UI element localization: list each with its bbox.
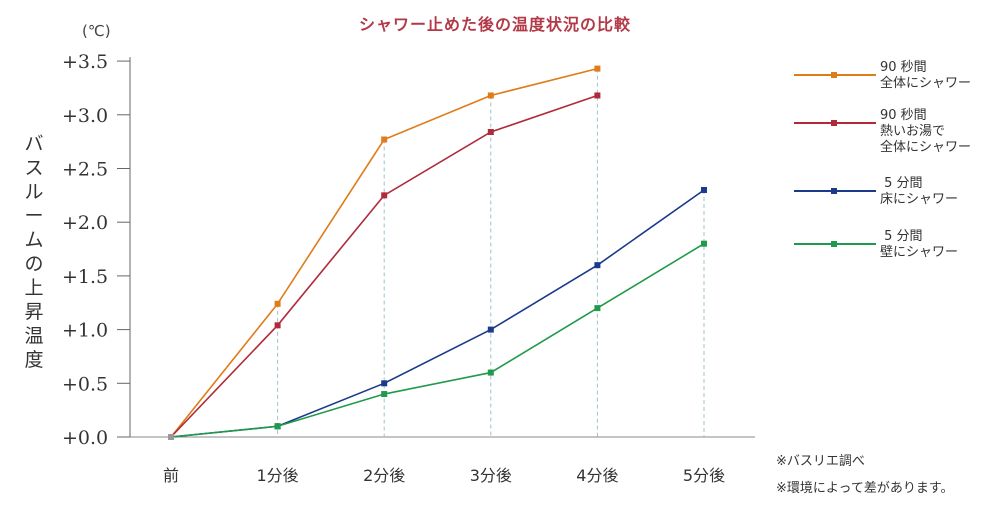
source-note: ※バスリエ調べ xyxy=(776,454,865,469)
y-tick-label: +3.5 xyxy=(62,51,108,73)
series-3-point xyxy=(487,326,494,333)
series-3-point xyxy=(381,380,388,387)
series-1-point xyxy=(381,136,388,143)
series-4-point xyxy=(594,305,601,312)
series-4-point xyxy=(274,423,281,430)
series-3-point xyxy=(594,262,601,269)
x-tick-label: 前 xyxy=(163,466,179,485)
y-tick-label: +1.5 xyxy=(62,266,108,288)
series-4-point xyxy=(381,391,388,398)
series-2-point xyxy=(381,192,388,199)
x-tick-label: 3分後 xyxy=(470,466,512,485)
y-tick-label: +0.0 xyxy=(62,427,108,449)
legend-label: 5 分間 壁にシャワー xyxy=(880,229,959,260)
series-4-point xyxy=(168,434,174,440)
legend-label: 5 分間 床にシャワー xyxy=(880,176,959,207)
series-1-point xyxy=(274,300,281,307)
legend-swatch-marker xyxy=(831,72,837,78)
x-tick-label: 2分後 xyxy=(363,466,405,485)
series-2-point xyxy=(487,128,494,135)
series-3-point xyxy=(701,186,707,193)
legend-swatch-marker xyxy=(831,120,837,126)
series-4-point xyxy=(701,240,707,247)
x-tick-label: 5分後 xyxy=(683,466,725,485)
series-1-point xyxy=(594,65,601,72)
series-1-point xyxy=(487,92,494,99)
legend-swatch-marker xyxy=(831,188,837,194)
y-axis-label: バスルームの上昇温度 xyxy=(24,133,44,371)
x-tick-label: 1分後 xyxy=(257,466,299,485)
y-unit-label: (℃) xyxy=(82,22,111,40)
series-line-4 xyxy=(170,242,705,438)
y-tick-label: +3.0 xyxy=(62,105,108,127)
legend-swatch-marker xyxy=(831,241,837,247)
series-4-point xyxy=(487,369,494,376)
disclaimer-note: ※環境によって差があります。 xyxy=(776,481,954,496)
series-2-point xyxy=(274,322,281,329)
legend-label: 90 秒間 全体にシャワー xyxy=(880,60,972,91)
y-tick-label: +2.0 xyxy=(62,212,108,234)
y-tick-label: +2.5 xyxy=(62,159,108,181)
series-line-3 xyxy=(170,189,705,438)
x-tick-label: 4分後 xyxy=(576,466,618,485)
series-2-point xyxy=(594,92,601,99)
y-tick-label: +1.0 xyxy=(62,320,108,342)
legend-label: 90 秒間 熱いお湯で 全体にシャワー xyxy=(880,108,972,155)
chart-title: シャワー止めた後の温度状況の比較 xyxy=(358,15,631,34)
y-tick-label: +0.5 xyxy=(62,373,108,395)
